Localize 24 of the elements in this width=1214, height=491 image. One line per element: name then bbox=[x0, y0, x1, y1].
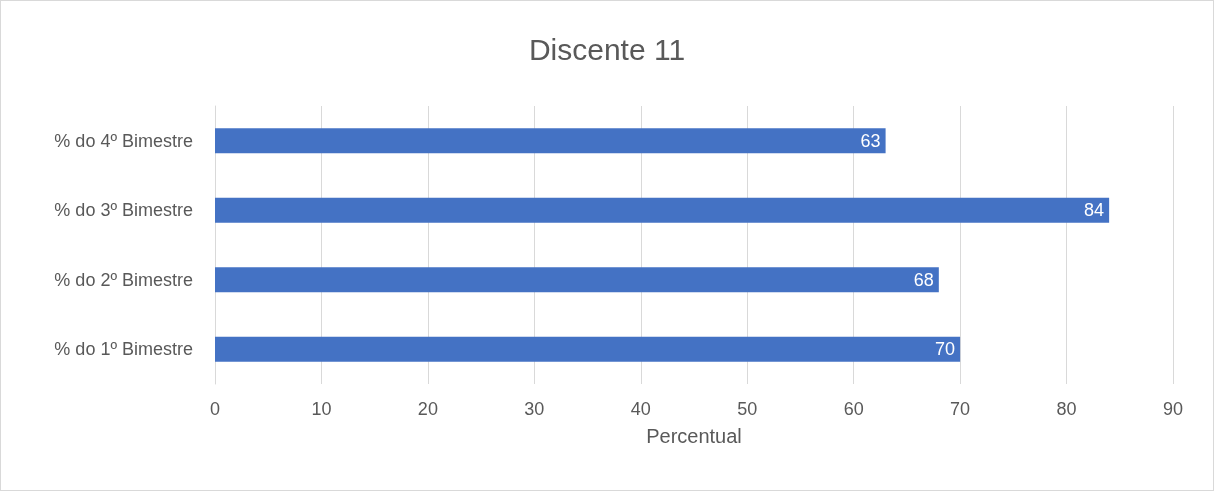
data-label: 68 bbox=[913, 269, 934, 290]
bar bbox=[215, 336, 961, 362]
y-tick-label: % do 3º Bimestre bbox=[54, 200, 193, 221]
y-tick-label: % do 4º Bimestre bbox=[54, 130, 193, 151]
x-axis-title: Percentual bbox=[646, 425, 742, 447]
x-tick-label: 30 bbox=[524, 399, 545, 419]
chart-title: Discente 11 bbox=[528, 32, 686, 66]
y-tick-label: % do 2º Bimestre bbox=[54, 269, 193, 290]
data-label: 70 bbox=[935, 339, 956, 360]
x-tick-label: 40 bbox=[630, 399, 651, 419]
x-tick-label: 60 bbox=[843, 399, 864, 419]
data-label: 84 bbox=[1084, 200, 1105, 221]
bar bbox=[215, 197, 1110, 223]
x-tick-label: 80 bbox=[1056, 399, 1077, 419]
x-tick-label: 50 bbox=[737, 399, 758, 419]
bar bbox=[215, 267, 939, 293]
bar bbox=[215, 128, 886, 154]
y-tick-label: % do 1º Bimestre bbox=[54, 339, 193, 360]
x-tick-label: 0 bbox=[209, 399, 221, 419]
x-tick-label: 20 bbox=[417, 399, 438, 419]
x-tick-label: 90 bbox=[1162, 399, 1184, 419]
x-tick-label: 10 bbox=[311, 399, 332, 419]
data-label: 63 bbox=[860, 130, 881, 151]
x-tick-label: 70 bbox=[950, 399, 971, 419]
